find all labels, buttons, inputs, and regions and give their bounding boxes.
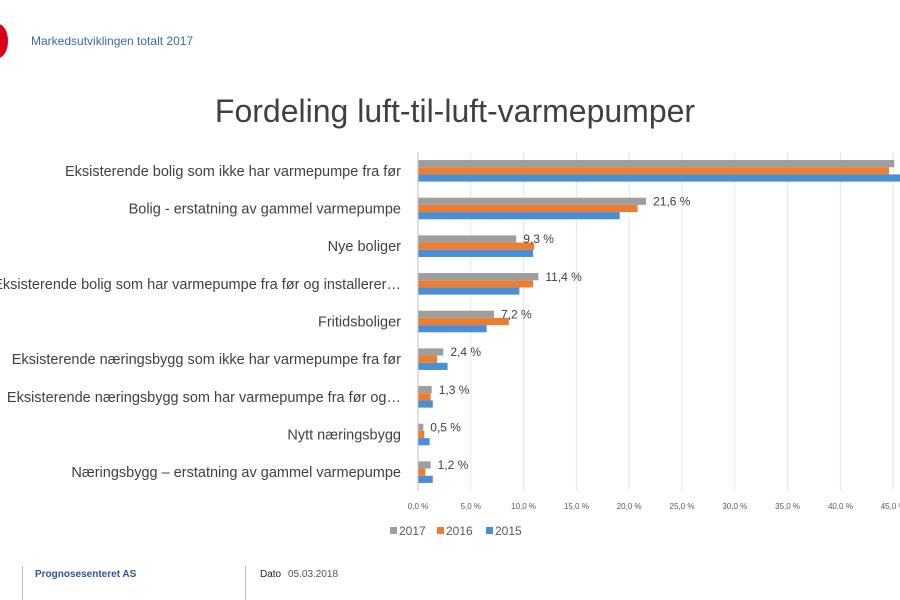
- category-label: Fritidsboliger: [318, 315, 401, 331]
- bar-2017: [418, 160, 895, 168]
- bar-2016: [418, 468, 426, 476]
- bar-2015: [418, 400, 433, 408]
- category-label: Nye boliger: [328, 239, 402, 255]
- x-tick-label: 45,0 %: [881, 502, 900, 511]
- bar-2016: [418, 430, 425, 439]
- bar-2015: [418, 475, 433, 483]
- bar-2017: [418, 197, 647, 205]
- bar-2015: [418, 249, 534, 257]
- footer-date-label: Dato: [260, 569, 282, 580]
- bar-2016: [418, 393, 431, 401]
- bar-2016: [418, 204, 638, 213]
- category-label: Eksisterende næringsbygg som har varmepu…: [7, 390, 401, 406]
- x-tick-label: 10,0 %: [511, 502, 536, 511]
- x-tick-label: 5,0 %: [461, 502, 481, 511]
- footer-date: 05.03.2018: [288, 569, 339, 580]
- data-label: 7,2 %: [501, 308, 532, 322]
- legend-label: 2016: [446, 524, 473, 538]
- footer-divider: [22, 566, 23, 600]
- x-tick-label: 15,0 %: [564, 502, 589, 511]
- footer-company: Prognosesenteret AS: [35, 569, 137, 580]
- footer-divider: [245, 566, 246, 600]
- data-label: 2,4 %: [450, 345, 481, 359]
- bar-2015: [418, 287, 520, 295]
- x-tick-label: 30,0 %: [722, 502, 747, 511]
- bar-2016: [418, 317, 509, 326]
- bar-2015: [418, 325, 487, 333]
- company-logo: [0, 24, 8, 58]
- bar-2017: [418, 348, 444, 356]
- bar-2017: [418, 273, 539, 281]
- bar-2017: [418, 386, 432, 394]
- bar-2017: [418, 461, 431, 469]
- category-label: Bolig - erstatning av gammel varmepumpe: [129, 202, 401, 218]
- data-label: 9,3 %: [523, 232, 554, 246]
- x-tick-label: 40,0 %: [828, 502, 853, 511]
- x-tick-label: 25,0 %: [670, 502, 695, 511]
- bar-2016: [418, 242, 535, 250]
- data-label: 11,4 %: [545, 270, 582, 284]
- bar-2017: [418, 235, 517, 243]
- legend-swatch-2017: [390, 527, 397, 534]
- category-label: Eksisterende næringsbygg som ikke har va…: [12, 352, 401, 368]
- x-tick-label: 20,0 %: [617, 502, 642, 511]
- legend-swatch-2015: [486, 527, 493, 534]
- category-label: Nytt næringsbygg: [287, 428, 401, 444]
- bar-2015: [418, 212, 620, 220]
- bar-2017: [418, 423, 424, 431]
- chart-title: Fordeling luft-til-luft-varmepumper: [215, 93, 696, 129]
- bar-2016: [418, 280, 534, 288]
- category-label: Eksisterende bolig som ikke har varmepum…: [65, 164, 401, 180]
- data-label: 21,6 %: [653, 195, 691, 209]
- bar-2015: [418, 438, 430, 446]
- category-label: Eksisterende bolig som har varmepumpe fr…: [0, 277, 401, 293]
- bar-2016: [418, 167, 889, 175]
- legend-label: 2015: [495, 524, 522, 538]
- bar-2015: [418, 174, 900, 182]
- x-tick-label: 0,0 %: [408, 502, 428, 511]
- data-label: 0,5 %: [430, 421, 461, 435]
- header-subtitle: Markedsutviklingen totalt 2017: [31, 34, 194, 48]
- legend-label: 2017: [399, 524, 426, 538]
- data-label: 1,2 %: [438, 458, 469, 472]
- x-tick-label: 35,0 %: [775, 502, 800, 511]
- category-label: Næringsbygg – erstatning av gammel varme…: [71, 465, 401, 481]
- bar-2016: [418, 355, 438, 363]
- bar-2017: [418, 310, 495, 318]
- legend-swatch-2016: [437, 527, 444, 534]
- data-label: 1,3 %: [439, 383, 470, 397]
- bar-2015: [418, 362, 448, 370]
